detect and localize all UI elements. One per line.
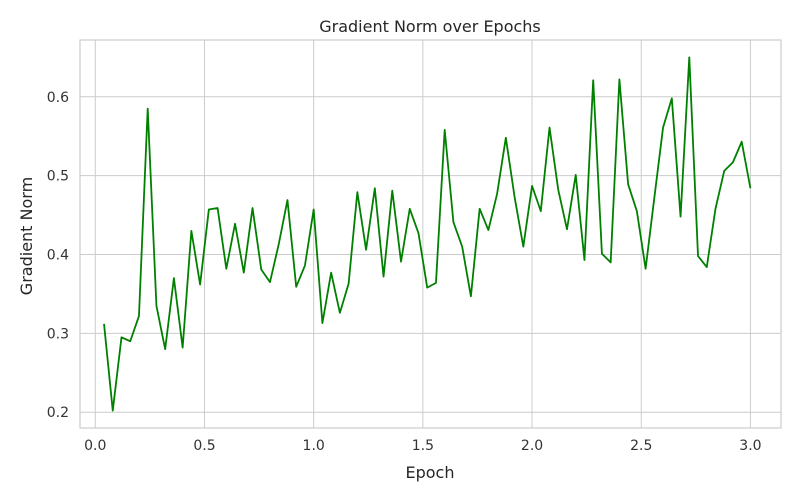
chart-title: Gradient Norm over Epochs bbox=[319, 17, 541, 36]
x-axis-ticks: 0.0 0.5 1.0 1.5 2.0 2.5 3.0 bbox=[84, 438, 761, 454]
y-tick-label: 0.4 bbox=[47, 248, 69, 264]
y-tick-label: 0.6 bbox=[47, 90, 69, 106]
x-tick-label: 2.5 bbox=[630, 438, 652, 454]
y-axis-ticks: 0.2 0.3 0.4 0.5 0.6 bbox=[47, 90, 69, 421]
x-tick-label: 1.5 bbox=[412, 438, 434, 454]
grid bbox=[80, 40, 781, 428]
y-tick-label: 0.2 bbox=[47, 405, 69, 421]
y-axis-title: Gradient Norm bbox=[17, 177, 36, 295]
x-tick-label: 2.0 bbox=[521, 438, 543, 454]
y-tick-label: 0.5 bbox=[47, 169, 69, 185]
x-tick-label: 1.0 bbox=[303, 438, 325, 454]
series-layer bbox=[103, 56, 752, 412]
y-tick-label: 0.3 bbox=[47, 326, 69, 342]
series-line bbox=[103, 56, 752, 412]
x-tick-label: 3.0 bbox=[739, 438, 761, 454]
x-axis-title: Epoch bbox=[406, 463, 455, 482]
x-tick-label: 0.0 bbox=[84, 438, 106, 454]
x-tick-label: 0.5 bbox=[193, 438, 215, 454]
plot-area-frame bbox=[79, 39, 782, 429]
